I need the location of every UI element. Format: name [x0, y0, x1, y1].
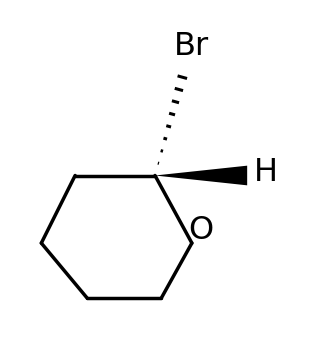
Text: H: H	[254, 157, 277, 188]
Text: O: O	[188, 215, 214, 246]
Polygon shape	[155, 166, 247, 185]
Text: Br: Br	[174, 31, 210, 62]
